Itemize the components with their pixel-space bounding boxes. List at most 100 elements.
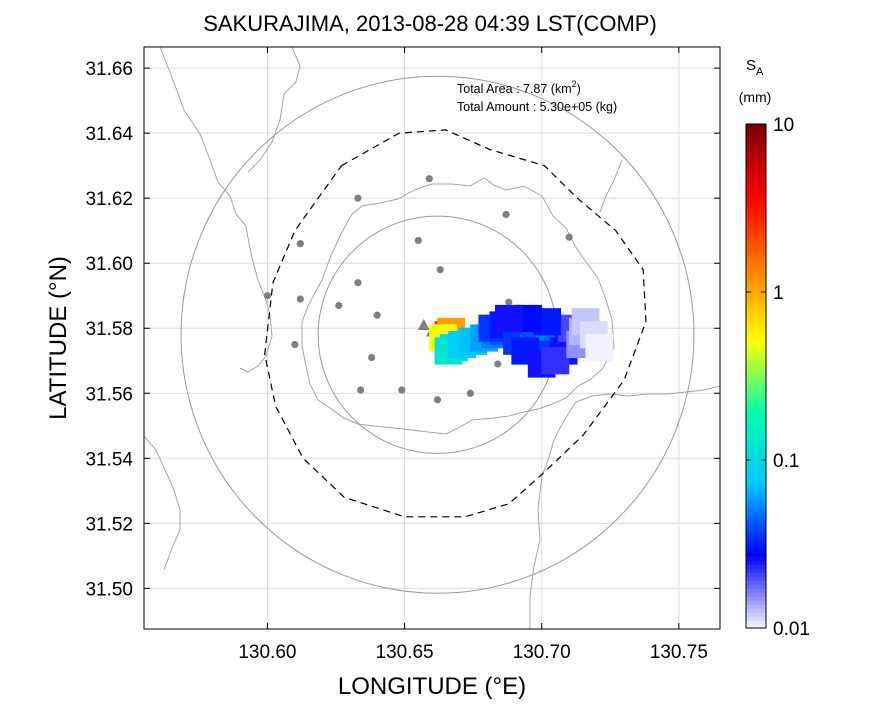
colorbar-band [746, 352, 766, 357]
coastline-mainland-northeast [599, 159, 623, 213]
station-dot [425, 175, 433, 183]
coastline-mainland-north [247, 47, 301, 173]
station-dot [466, 389, 474, 397]
colorbar-band [746, 248, 766, 253]
colorbar-tick-label: 0.1 [773, 451, 799, 472]
colorbar-band [746, 552, 766, 557]
colorbar-band [746, 512, 766, 517]
colorbar-band [746, 460, 766, 465]
colorbar-band [746, 272, 766, 277]
station-dot [433, 396, 442, 404]
colorbar-band [746, 196, 766, 201]
colorbar-band [746, 144, 766, 149]
colorbar-band [746, 592, 766, 597]
x-axis-label: LONGITUDE (°E) [338, 673, 526, 700]
colorbar-band [746, 396, 766, 401]
colorbar-unit: (mm) [739, 89, 772, 105]
colorbar-band [746, 132, 766, 137]
vent-triangle [417, 318, 430, 330]
colorbar-band [746, 192, 766, 197]
x-tick-label: 130.70 [513, 642, 571, 663]
station-dot [414, 236, 422, 245]
y-tick-label: 31.54 [85, 449, 133, 470]
colorbar-band [746, 432, 766, 437]
colorbar-band [746, 244, 766, 249]
total-area-text: Total Area : 7.87 (km2) [457, 79, 581, 96]
colorbar-band [746, 348, 766, 353]
colorbar-band [746, 340, 766, 345]
colorbar-band [746, 204, 766, 209]
colorbar-band [746, 600, 766, 605]
colorbar-band [746, 420, 766, 425]
colorbar-band [746, 612, 766, 617]
colorbar-band [746, 440, 766, 445]
colorbar-band [746, 256, 766, 261]
colorbar-band [746, 208, 766, 213]
colorbar-gradient [746, 124, 766, 629]
colorbar-band [746, 428, 766, 433]
colorbar-band [746, 140, 766, 145]
station-dot [494, 360, 502, 368]
colorbar-band [746, 328, 766, 333]
colorbar-band [746, 216, 766, 221]
y-tick-label: 31.56 [85, 384, 133, 405]
colorbar-band [746, 180, 766, 185]
colorbar-band [746, 576, 766, 581]
plot-frame [143, 46, 721, 630]
colorbar: SA (mm) 0.01 0.1 1 10 [739, 57, 810, 640]
colorbar-band [746, 292, 766, 297]
colorbar-tick-label: 0.01 [773, 619, 810, 640]
colorbar-tick-label: 10 [773, 115, 794, 136]
station-dot [368, 353, 376, 362]
colorbar-band [746, 200, 766, 205]
plume-cell [541, 347, 570, 375]
station-dot [335, 301, 343, 310]
colorbar-band [746, 392, 766, 397]
colorbar-tick-label: 1 [773, 283, 784, 304]
colorbar-band [746, 280, 766, 285]
x-tick-label: 130.65 [376, 642, 434, 663]
colorbar-band [746, 220, 766, 225]
colorbar-band [746, 584, 766, 589]
colorbar-band [746, 520, 766, 525]
colorbar-title-subscript: A [756, 66, 764, 78]
colorbar-band [746, 624, 766, 629]
colorbar-band [746, 372, 766, 377]
colorbar-band [746, 588, 766, 593]
colorbar-band [746, 364, 766, 369]
colorbar-band [746, 336, 766, 341]
colorbar-band [746, 572, 766, 577]
colorbar-band [746, 320, 766, 325]
x-tick-label: 130.75 [650, 642, 708, 663]
x-tick-label: 130.60 [238, 642, 296, 663]
station-dot [296, 240, 304, 248]
colorbar-band [746, 152, 766, 157]
y-tick-label: 31.58 [85, 319, 133, 340]
colorbar-band [746, 452, 766, 457]
station-dot [502, 210, 510, 219]
colorbar-band [746, 176, 766, 181]
colorbar-band [746, 568, 766, 573]
colorbar-band [746, 268, 766, 273]
chart-title: SAKURAJIMA, 2013-08-28 04:39 LST(COMP) [203, 11, 657, 36]
colorbar-band [746, 212, 766, 217]
y-tick-label: 31.60 [85, 254, 133, 275]
colorbar-band [746, 160, 766, 165]
colorbar-band [746, 412, 766, 417]
colorbar-band [746, 300, 766, 305]
colorbar-band [746, 316, 766, 321]
colorbar-band [746, 536, 766, 541]
station-dot [398, 386, 406, 394]
y-axis-ticks: 31.50 31.52 31.54 31.56 31.58 31.60 31.62 31.64… [85, 59, 720, 600]
y-axis-label: LATITUDE (°N) [45, 256, 72, 420]
station-dot [291, 340, 299, 349]
colorbar-band [746, 284, 766, 289]
colorbar-band [746, 524, 766, 529]
x-axis-ticks: 130.60 130.65 130.70 130.75 [238, 47, 708, 663]
colorbar-band [746, 556, 766, 561]
colorbar-band [746, 616, 766, 621]
coastline-mainland-west [159, 47, 273, 373]
station-dot [436, 266, 444, 274]
station-dot [357, 386, 365, 394]
